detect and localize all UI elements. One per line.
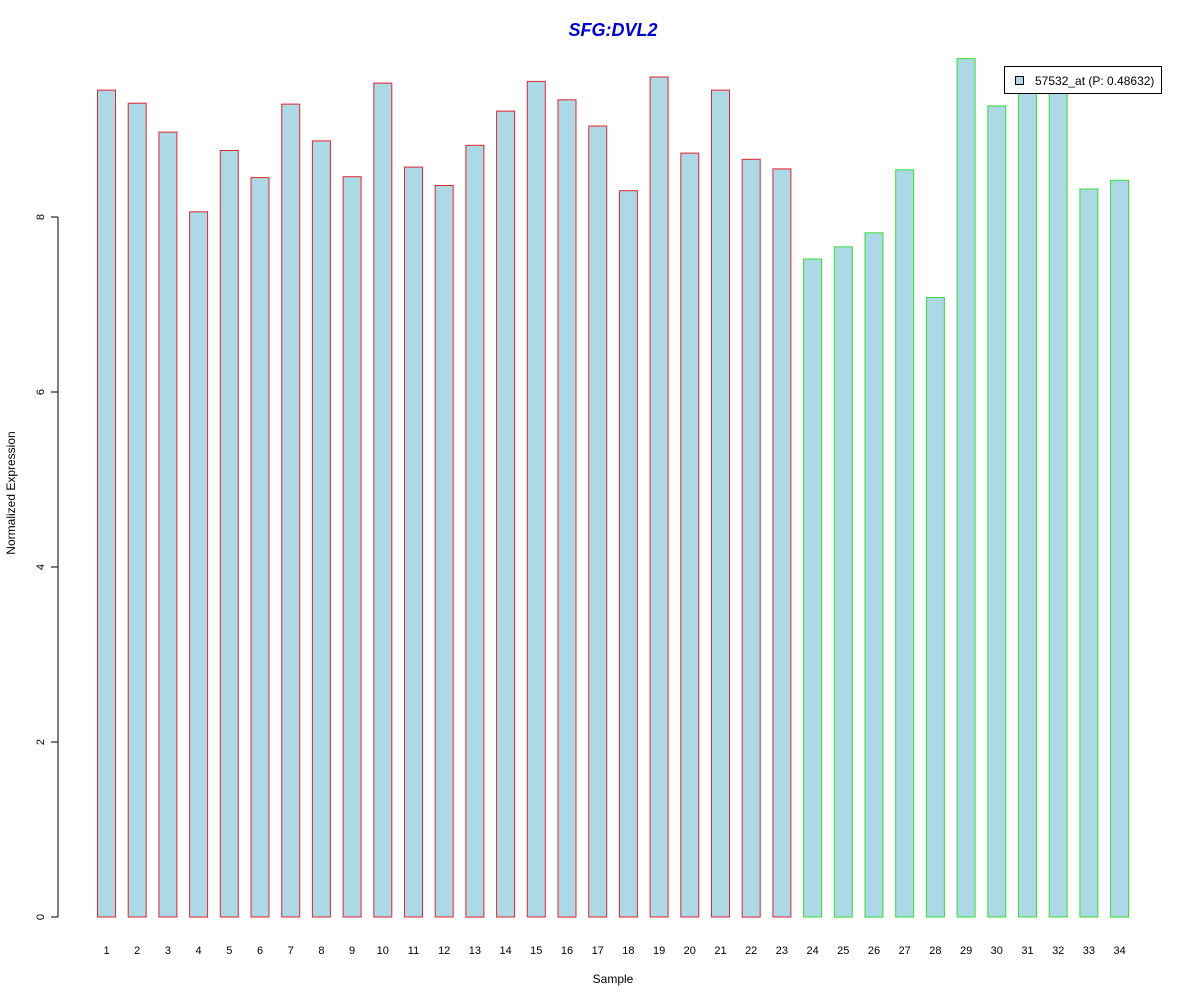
bar-10 [373,82,393,918]
y-tick-label-6: 6 [35,389,47,395]
x-tick-label-2: 2 [134,945,140,957]
legend: 57532_at (P: 0.48632) [1004,66,1162,94]
bar-2 [127,102,147,918]
bar-4 [189,211,209,918]
bar-24 [803,258,823,918]
bar-26 [864,232,884,918]
x-tick-label-26: 26 [868,945,880,957]
bar-34 [1110,179,1130,918]
bar-8 [311,140,331,918]
x-tick-label-31: 31 [1021,945,1033,957]
chart-title: SFG:DVL2 [568,20,658,40]
x-tick-label-30: 30 [991,945,1003,957]
bar-32 [1048,89,1068,918]
x-axis-label: Sample [593,972,634,986]
x-tick-label-4: 4 [196,945,202,957]
y-tick-label-0: 0 [35,914,47,920]
x-tick-label-20: 20 [684,945,696,957]
x-tick-label-13: 13 [469,945,481,957]
x-tick-label-23: 23 [776,945,788,957]
x-tick-label-7: 7 [288,945,294,957]
x-tick-label-22: 22 [745,945,757,957]
x-tick-label-33: 33 [1083,945,1095,957]
x-tick-label-12: 12 [438,945,450,957]
x-tick-label-16: 16 [561,945,573,957]
bar-29 [956,58,976,918]
y-axis: 0 2 4 6 8 [35,214,59,920]
bar-18 [618,190,638,918]
x-tick-label-15: 15 [530,945,542,957]
x-tick-label-17: 17 [592,945,604,957]
x-tick-labels: 1 2 3 4 5 6 7 8 9 10 11 12 13 14 15 16 17 18 19 20 21 22 23 24 2… [103,945,1125,957]
bar-17 [588,125,608,918]
bar-23 [772,168,792,918]
bar-7 [281,103,301,918]
x-tick-label-3: 3 [165,945,171,957]
bar-16 [557,99,577,918]
x-tick-label-24: 24 [806,945,818,957]
x-tick-label-32: 32 [1052,945,1064,957]
bar-19 [649,76,669,918]
bar-11 [404,166,423,918]
bar-12 [434,185,454,918]
x-tick-label-29: 29 [960,945,972,957]
bars-group [97,58,1130,918]
y-axis-label: Normalized Expression [4,431,18,554]
bar-21 [711,89,730,918]
x-tick-label-34: 34 [1113,945,1125,957]
x-tick-label-27: 27 [899,945,911,957]
bar-14 [496,110,516,918]
x-tick-label-19: 19 [653,945,665,957]
bar-28 [925,297,945,918]
x-tick-label-14: 14 [499,945,511,957]
x-tick-label-18: 18 [622,945,634,957]
bar-20 [680,152,700,918]
x-tick-label-8: 8 [318,945,324,957]
bar-22 [741,158,761,918]
bar-1 [97,89,116,918]
bar-30 [987,105,1007,918]
y-tick-label-8: 8 [35,214,47,220]
x-tick-label-1: 1 [103,945,109,957]
x-tick-label-9: 9 [349,945,355,957]
x-tick-label-11: 11 [408,945,419,957]
x-tick-label-21: 21 [714,945,726,957]
legend-swatch [1015,76,1024,85]
legend-label: 57532_at (P: 0.48632) [1035,74,1155,88]
bar-13 [465,144,485,918]
bar-25 [833,246,853,918]
y-tick-label-2: 2 [35,739,47,745]
bar-15 [526,80,546,918]
bar-9 [342,176,362,918]
x-tick-label-25: 25 [837,945,849,957]
bar-33 [1079,188,1099,918]
bar-31 [1018,91,1037,918]
x-tick-label-6: 6 [257,945,263,957]
bar-27 [895,169,915,918]
bar-5 [219,150,239,918]
bar-3 [158,131,178,918]
x-tick-label-10: 10 [377,945,389,957]
x-tick-label-28: 28 [929,945,941,957]
y-tick-label-4: 4 [35,564,47,570]
bar-6 [250,177,270,918]
x-tick-label-5: 5 [226,945,232,957]
